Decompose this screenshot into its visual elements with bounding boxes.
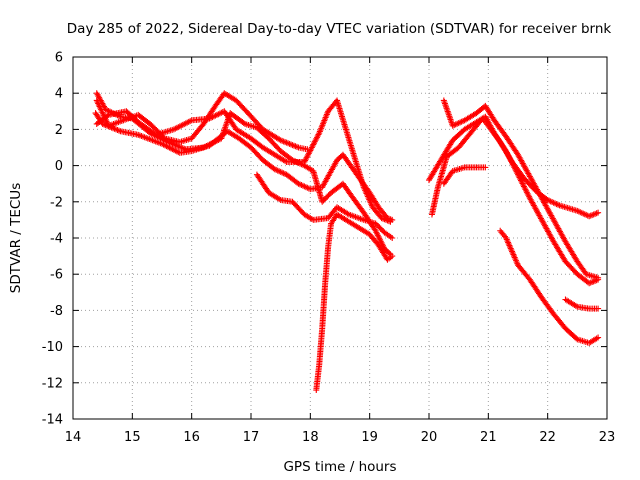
y-tick-label: -8: [50, 304, 63, 319]
series-track-5: [253, 171, 396, 241]
x-tick-label: 14: [65, 430, 82, 445]
x-tick-label: 21: [480, 430, 497, 445]
data-point: [595, 334, 602, 341]
y-tick-label: -4: [50, 232, 63, 247]
x-tick-label: 22: [539, 430, 556, 445]
data-point: [240, 119, 247, 126]
data-point: [595, 305, 602, 312]
x-tick-label: 19: [361, 430, 378, 445]
data-point: [389, 235, 396, 241]
y-tick-label: -14: [42, 413, 63, 428]
x-tick-label: 23: [599, 430, 616, 445]
y-tick-label: 0: [55, 159, 63, 174]
x-tick-label: 17: [243, 430, 260, 445]
y-tick-label: -12: [42, 376, 63, 391]
plot-frame: [72, 56, 608, 420]
y-tick-label: -6: [50, 268, 63, 283]
series-track-3: [93, 97, 394, 225]
data-points: [92, 90, 602, 394]
series-track-12: [562, 296, 602, 312]
series-track-4: [93, 90, 311, 153]
x-tick-label: 18: [302, 430, 319, 445]
data-point: [304, 146, 311, 153]
chart-title: Day 285 of 2022, Sidereal Day-to-day VTE…: [67, 21, 612, 37]
y-tick-label: -10: [42, 340, 63, 355]
y-tick-label: 4: [55, 87, 63, 102]
series-track-10: [440, 164, 489, 187]
x-tick-label: 15: [124, 430, 141, 445]
series-track-6: [313, 211, 396, 394]
y-tick-label: 6: [55, 51, 63, 66]
series-track-9: [426, 113, 602, 287]
series-track-8: [440, 97, 602, 281]
y-tick-label: -2: [50, 195, 63, 210]
data-point: [595, 209, 602, 216]
x-axis-label: GPS time / hours: [283, 459, 396, 475]
data-point: [386, 250, 393, 257]
data-point: [482, 164, 489, 171]
data-point: [276, 136, 283, 143]
data-point: [387, 218, 394, 225]
data-point: [389, 253, 396, 260]
x-tick-label: 16: [183, 430, 200, 445]
x-tick-label: 20: [421, 430, 438, 445]
data-point: [595, 276, 602, 283]
axes: 14 15 16 17 18 19 20 21 22 23 -14 -12 -10 -8 -6 -4 -2 0 2 4…: [42, 51, 616, 446]
data-point: [315, 131, 322, 138]
series-track-11: [497, 227, 602, 346]
y-axis-label: SDTVAR / TECUs: [8, 183, 24, 293]
y-tick-label: 2: [55, 123, 63, 138]
